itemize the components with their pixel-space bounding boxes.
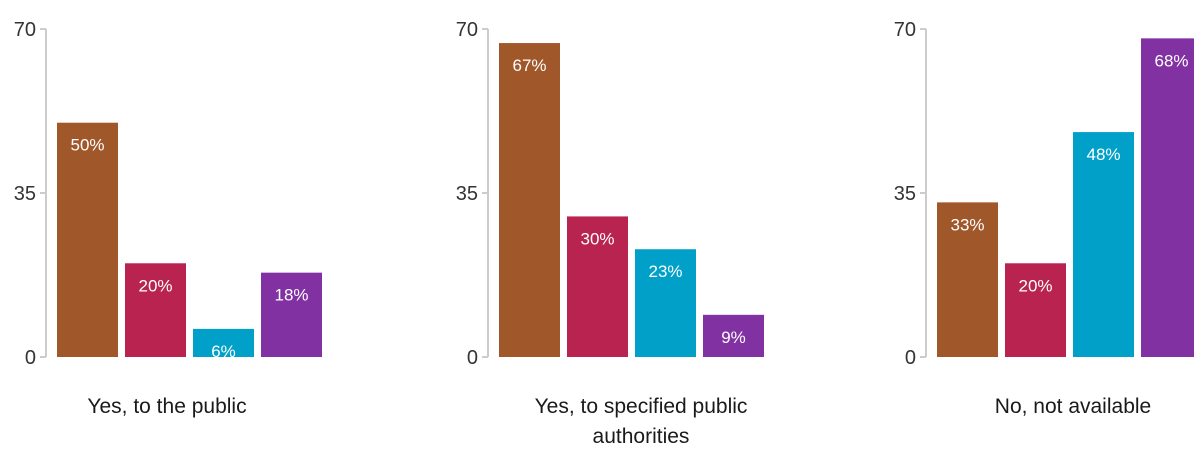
panel-title: No, not available <box>995 395 1151 418</box>
bar-data-label: 30% <box>580 229 614 248</box>
bar-data-label: 6% <box>211 342 236 361</box>
bar-data-label: 50% <box>70 136 104 155</box>
y-tick-label: 70 <box>456 19 478 41</box>
panel-title-line: authorities <box>593 425 690 448</box>
bar-data-label: 20% <box>1018 276 1052 295</box>
bar <box>261 272 322 357</box>
bar <box>1073 132 1134 357</box>
y-tick-label: 0 <box>467 347 478 369</box>
bar <box>567 216 628 357</box>
bar-data-label: 48% <box>1086 145 1120 164</box>
bar <box>125 263 186 357</box>
panel-title-line: Yes, to the public <box>87 395 246 418</box>
y-tick-label: 70 <box>894 19 916 41</box>
bar-data-label: 23% <box>648 262 682 281</box>
bar-data-label: 20% <box>138 276 172 295</box>
bar-data-label: 33% <box>950 215 984 234</box>
panel-title-line: No, not available <box>995 395 1151 418</box>
y-tick-label: 0 <box>25 347 36 369</box>
bar <box>635 249 696 357</box>
bar-data-label: 67% <box>512 56 546 75</box>
bar-data-label: 9% <box>721 328 746 347</box>
bar <box>1005 263 1066 357</box>
y-tick-label: 35 <box>894 183 916 205</box>
bar <box>937 202 998 357</box>
panel-title-line: Yes, to specified public <box>535 395 748 418</box>
bar <box>703 314 764 357</box>
y-tick-label: 35 <box>14 183 36 205</box>
y-tick-label: 0 <box>905 347 916 369</box>
y-tick-label: 35 <box>456 183 478 205</box>
bar-data-label: 68% <box>1154 51 1188 70</box>
panel-title: Yes, to specified public authorities <box>535 395 748 448</box>
bar <box>499 43 560 358</box>
bar-data-label: 18% <box>274 286 308 305</box>
bar <box>1141 38 1194 357</box>
bar <box>57 122 118 357</box>
panel-title: Yes, to the public <box>87 395 246 418</box>
y-tick-label: 70 <box>14 19 36 41</box>
bar <box>193 328 254 357</box>
